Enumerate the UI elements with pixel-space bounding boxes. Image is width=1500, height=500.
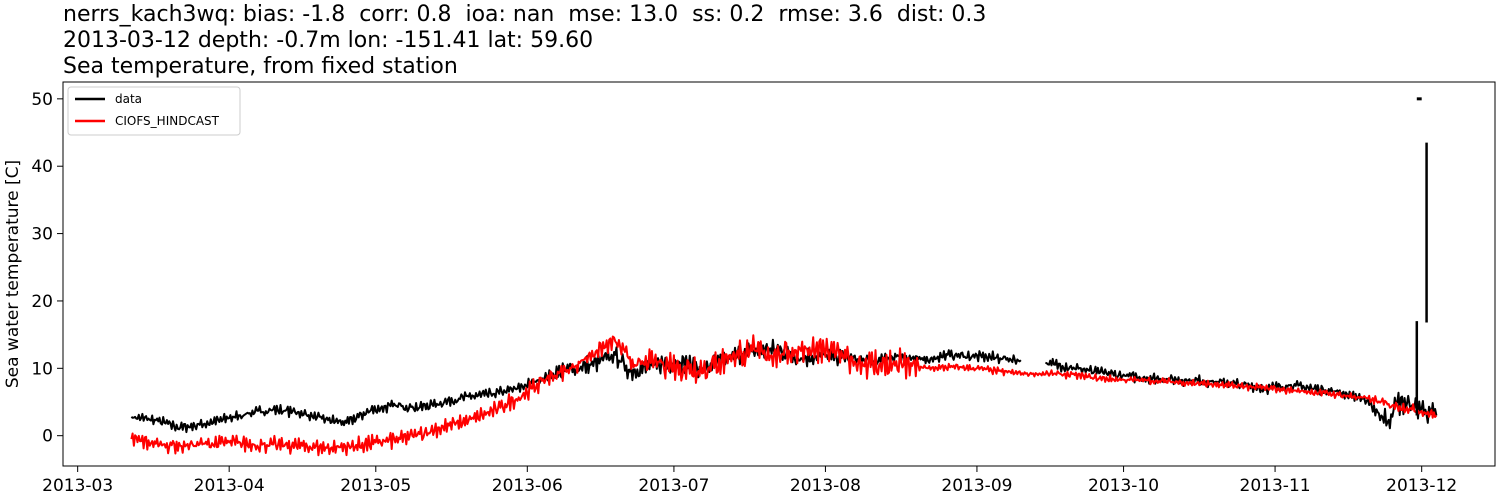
y-axis: 0 10 20 30 40 50 xyxy=(31,90,63,447)
x-tick-label: 2013-09 xyxy=(941,476,1012,496)
y-tick-label: 20 xyxy=(31,292,53,312)
y-axis-label: Sea water temperature [C] xyxy=(3,160,23,388)
x-tick-label: 2013-05 xyxy=(340,476,411,496)
x-tick-label: 2013-11 xyxy=(1240,476,1311,496)
x-tick-label: 2013-03 xyxy=(42,476,113,496)
y-tick-label: 30 xyxy=(31,225,53,245)
x-axis: 2013-03 2013-04 2013-05 2013-06 2013-07 2013-… xyxy=(42,466,1457,496)
legend-box xyxy=(67,86,241,136)
x-tick-label: 2013-08 xyxy=(790,476,861,496)
x-tick-label: 2013-06 xyxy=(492,476,563,496)
x-tick-label: 2013-04 xyxy=(194,476,265,496)
legend-label-data: data xyxy=(115,92,142,106)
axes-frame xyxy=(62,81,1496,467)
series-line-ciofs-hindcast-0 xyxy=(130,334,1438,457)
plot-area xyxy=(130,334,1438,457)
x-tick-label: 2013-07 xyxy=(638,476,709,496)
title-line-1: nerrs_kach3wq: bias: -1.8 corr: 0.8 ioa:… xyxy=(63,2,987,27)
y-tick-label: 50 xyxy=(31,90,53,110)
x-tick-label: 2013-10 xyxy=(1088,476,1159,496)
y-tick-label: 0 xyxy=(42,427,53,447)
chart-title: nerrs_kach3wq: bias: -1.8 corr: 0.8 ioa:… xyxy=(63,2,986,80)
x-tick-label: 2013-12 xyxy=(1386,476,1457,496)
y-tick-label: 10 xyxy=(31,359,53,379)
title-line-2: 2013-03-12 depth: -0.7m lon: -151.41 lat… xyxy=(63,28,594,53)
annotation-layer xyxy=(1415,97,1428,416)
series-line-data-1 xyxy=(1045,357,1438,430)
series-line-data-0 xyxy=(130,338,1022,434)
title-line-3: Sea temperature, from fixed station xyxy=(63,54,458,79)
y-tick-label: 40 xyxy=(31,157,53,177)
legend: data CIOFS_HINDCAST xyxy=(67,86,241,136)
legend-label-ciofs-hindcast: CIOFS_HINDCAST xyxy=(115,114,220,128)
